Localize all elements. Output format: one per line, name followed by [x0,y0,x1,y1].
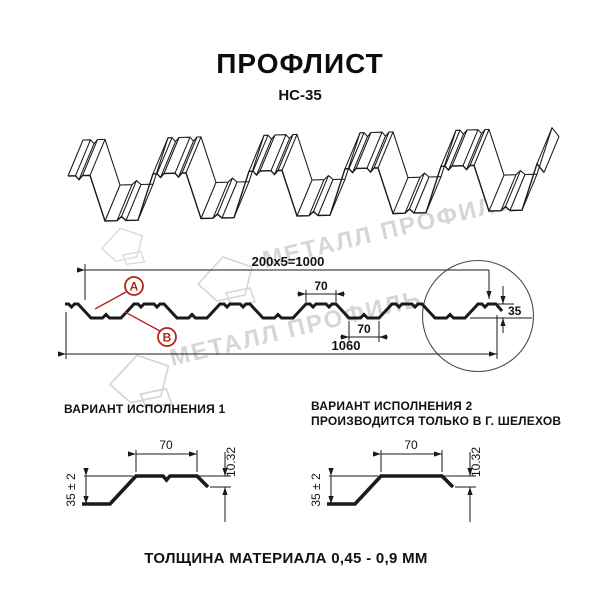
dimension-height: 35 [470,286,532,333]
dim-height-text: 35 [508,304,522,318]
logo-pentagon [196,256,257,306]
variant1-drawing: 70 10.32 35 ± 2 [64,438,238,522]
dim-rib-bottom-text: 70 [357,322,371,336]
dimension-overall-width: 1060 [58,312,498,359]
profile-cross-section-line [65,302,504,320]
sheet-back-edge [82,126,560,186]
logo-pentagon [100,227,146,265]
variant2-dim-top-text: 70 [404,438,418,452]
dim-pitch-text: 200x5=1000 [252,254,325,269]
label-a-marker: A [94,276,144,310]
variant2-dim-edge-text: 10.32 [469,447,483,477]
variant1-profile-line [82,474,210,506]
sheet-rib-lines [67,127,560,222]
variant1-dim-top-text: 70 [159,438,173,452]
sheet-front-edge [67,162,545,222]
variant2-heading-block: ВАРИАНТ ИСПОЛНЕНИЯ 2 ПРОИЗВОДИТСЯ ТОЛЬКО… [311,399,561,428]
dimension-pitch: 200x5=1000 [77,254,492,300]
profile-model: НС-35 [278,87,322,104]
logo-pentagon [108,354,173,409]
variant2-subheading: ПРОИЗВОДИТСЯ ТОЛЬКО В Г. ШЕЛЕХОВ [311,413,562,428]
variant1-dim-edge-text: 10.32 [224,447,238,477]
variant2-profile-line [327,474,455,506]
label-b-text: B [163,331,172,345]
dim-overall-width-text: 1060 [332,338,361,353]
dim-rib-top-text: 70 [314,279,328,293]
label-b-marker: B [124,311,177,347]
dimension-rib-bottom: 70 [340,321,388,342]
variant2-heading: ВАРИАНТ ИСПОЛНЕНИЯ 2 [311,399,473,413]
variant1-dim-height-text: 35 ± 2 [64,473,78,507]
dimension-rib-top: 70 [297,279,345,302]
label-a-text: A [130,280,139,294]
variant1-heading: ВАРИАНТ ИСПОЛНЕНИЯ 1 [64,402,226,416]
page-title: ПРОФЛИСТ [216,48,384,79]
variant2-drawing: 70 10.32 35 ± 2 [309,438,483,522]
variant2-dim-height-text: 35 ± 2 [309,473,323,507]
detail-zoom-circle [421,259,535,373]
material-thickness-note: ТОЛЩИНА МАТЕРИАЛА 0,45 - 0,9 ММ [144,550,428,567]
